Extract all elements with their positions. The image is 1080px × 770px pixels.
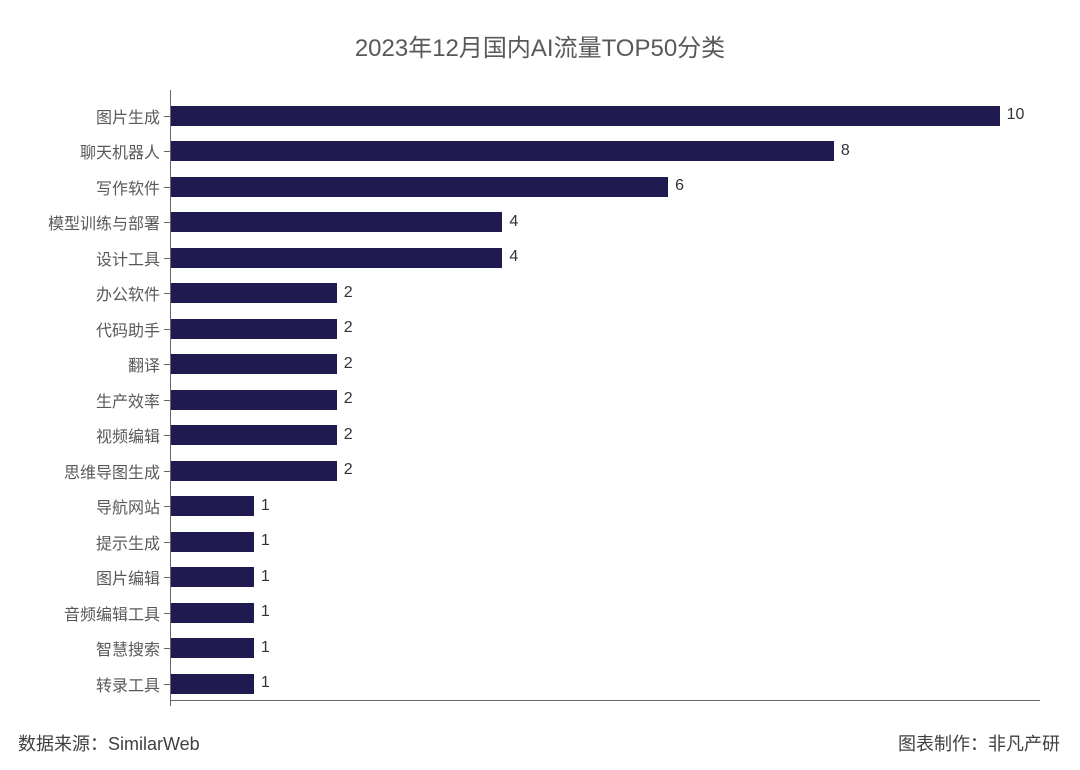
value-label: 6: [675, 177, 684, 195]
chart-container: 2023年12月国内AI流量TOP50分类 108644222222111111…: [0, 0, 1080, 770]
bar: [171, 603, 254, 623]
y-tick: [164, 506, 170, 507]
y-tick: [164, 648, 170, 649]
category-label: 办公软件: [0, 281, 160, 305]
value-label: 8: [841, 142, 850, 160]
y-tick: [164, 222, 170, 223]
footer-credit-value: 非凡产研: [988, 734, 1060, 754]
value-label: 2: [344, 461, 353, 479]
category-label: 图片编辑: [0, 565, 160, 589]
footer-credit-label: 图表制作：: [898, 734, 988, 754]
value-label: 1: [261, 603, 270, 621]
value-label: 2: [344, 426, 353, 444]
y-tick: [164, 258, 170, 259]
value-label: 2: [344, 355, 353, 373]
footer-source: 数据来源：SimilarWeb: [18, 730, 200, 756]
category-label: 写作软件: [0, 175, 160, 199]
bar: [171, 496, 254, 516]
bar: [171, 177, 668, 197]
y-tick: [164, 684, 170, 685]
value-label: 4: [509, 213, 518, 231]
footer-source-value: SimilarWeb: [108, 734, 200, 754]
bar: [171, 106, 1000, 126]
value-label: 4: [509, 248, 518, 266]
bar: [171, 354, 337, 374]
plot-area: 10 8 6 4 4 2 2 2 2 2 2 1 1 1 1 1 1: [170, 90, 1040, 700]
value-label: 1: [261, 497, 270, 515]
category-label: 生产效率: [0, 388, 160, 412]
category-label: 转录工具: [0, 672, 160, 696]
category-label: 思维导图生成: [0, 459, 160, 483]
chart-title: 2023年12月国内AI流量TOP50分类: [0, 28, 1080, 63]
category-label: 音频编辑工具: [0, 601, 160, 625]
x-tick: [170, 700, 171, 706]
bar: [171, 319, 337, 339]
category-label: 视频编辑: [0, 423, 160, 447]
y-tick: [164, 329, 170, 330]
footer-credit: 图表制作：非凡产研: [898, 730, 1060, 756]
value-label: 2: [344, 390, 353, 408]
category-label: 翻译: [0, 352, 160, 376]
category-label: 设计工具: [0, 246, 160, 270]
footer-source-label: 数据来源：: [18, 734, 108, 754]
category-label: 聊天机器人: [0, 139, 160, 163]
category-label: 图片生成: [0, 104, 160, 128]
bar: [171, 425, 337, 445]
y-tick: [164, 400, 170, 401]
y-tick: [164, 542, 170, 543]
bar: [171, 141, 834, 161]
y-tick: [164, 151, 170, 152]
y-tick: [164, 613, 170, 614]
bar: [171, 532, 254, 552]
value-label: 1: [261, 568, 270, 586]
category-label: 智慧搜索: [0, 636, 160, 660]
category-label: 模型训练与部署: [0, 210, 160, 234]
bar: [171, 638, 254, 658]
bar: [171, 674, 254, 694]
value-label: 1: [261, 674, 270, 692]
value-label: 2: [344, 284, 353, 302]
bar: [171, 283, 337, 303]
category-label: 代码助手: [0, 317, 160, 341]
y-tick: [164, 577, 170, 578]
category-label: 导航网站: [0, 494, 160, 518]
value-label: 1: [261, 532, 270, 550]
y-tick: [164, 435, 170, 436]
bar: [171, 567, 254, 587]
value-label: 2: [344, 319, 353, 337]
y-tick: [164, 187, 170, 188]
category-label: 提示生成: [0, 530, 160, 554]
bar: [171, 248, 502, 268]
y-tick: [164, 471, 170, 472]
value-label: 1: [261, 639, 270, 657]
value-label: 10: [1007, 106, 1025, 124]
x-axis: [170, 700, 1040, 701]
y-tick: [164, 364, 170, 365]
bar: [171, 212, 502, 232]
y-tick: [164, 293, 170, 294]
y-tick: [164, 116, 170, 117]
bar: [171, 390, 337, 410]
bar: [171, 461, 337, 481]
